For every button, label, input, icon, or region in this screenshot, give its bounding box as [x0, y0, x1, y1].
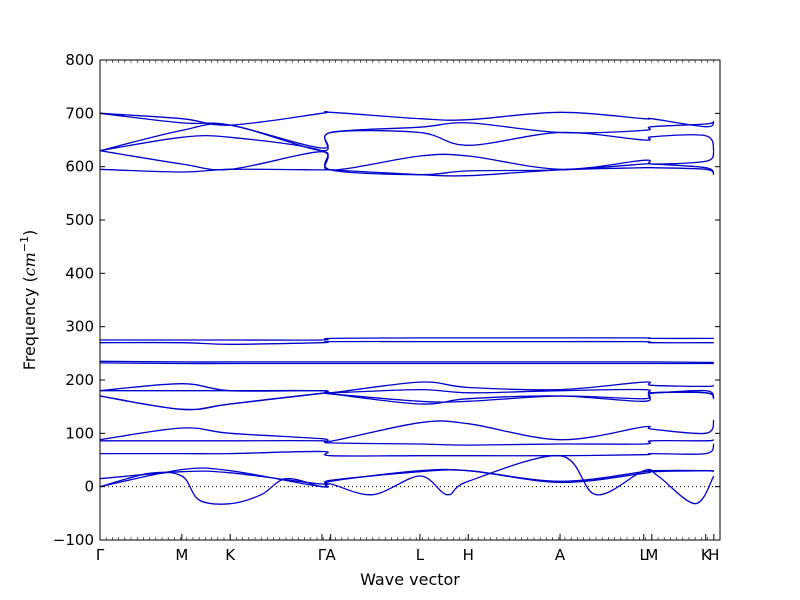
y-tick-label: 0 — [84, 478, 94, 496]
branch-line-9 — [99, 360, 714, 364]
branch-line-6 — [99, 166, 715, 177]
x-tick-label: K — [701, 546, 712, 564]
y-axis-label-unit: cm — [20, 252, 39, 276]
x-tick-label: K — [225, 546, 236, 564]
y-axis-label-prefix: Frequency ( — [20, 276, 39, 370]
plot-frame — [99, 59, 721, 541]
x-tick-label: Γ — [96, 546, 105, 564]
y-tick-label: 400 — [65, 264, 94, 282]
x-tick-label: Γ — [318, 546, 327, 564]
branch-line-20 — [99, 455, 715, 505]
branch-line-14 — [99, 391, 715, 411]
branch-line-3 — [99, 123, 715, 152]
x-tick-label: M — [175, 546, 188, 564]
y-ticks: −100 0 100 200 300 400 500 600 700 800 — [53, 51, 720, 549]
branch-line-7 — [100, 337, 714, 341]
branch-line-18 — [99, 469, 714, 485]
branch-line-10 — [99, 362, 714, 365]
y-tick-label: 200 — [65, 371, 94, 389]
x-tick-label: L — [640, 546, 649, 564]
branch-line-8 — [99, 340, 714, 345]
x-tick-label: H — [708, 546, 719, 564]
y-tick-label: −100 — [53, 531, 94, 549]
y-tick-label: 500 — [65, 211, 94, 229]
x-axis-label: Wave vector — [360, 570, 460, 589]
branch-line-15 — [99, 419, 715, 443]
x-tick-label: A — [326, 546, 337, 564]
plot-area — [100, 60, 720, 540]
y-tick-label: 100 — [65, 424, 94, 442]
branch-line-1 — [99, 111, 715, 128]
y-axis-label-suffix: ) — [20, 230, 39, 236]
branch-line-17 — [100, 443, 715, 457]
x-tick-label: L — [416, 546, 425, 564]
x-tick-label: M — [645, 546, 658, 564]
y-axis-label: Frequency (cm−1) — [18, 230, 39, 371]
x-tick-label: H — [463, 546, 474, 564]
y-tick-label: 700 — [65, 104, 94, 122]
dispersion-branches — [99, 111, 715, 505]
y-tick-label: 300 — [65, 318, 94, 336]
y-tick-label: 800 — [65, 51, 94, 69]
branch-line-16 — [100, 439, 715, 446]
y-axis-label-exponent: −1 — [18, 236, 31, 252]
x-tick-label: A — [555, 546, 566, 564]
y-tick-label: 600 — [65, 158, 94, 176]
